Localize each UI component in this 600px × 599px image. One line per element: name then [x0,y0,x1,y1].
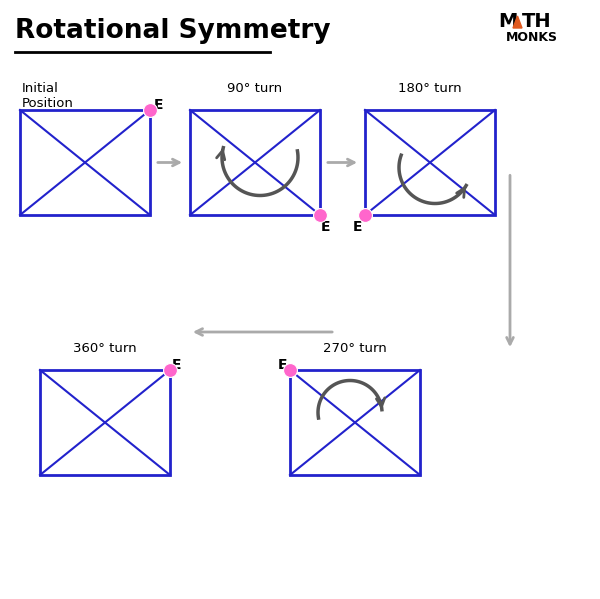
Text: E: E [278,358,287,372]
Text: 270° turn: 270° turn [323,342,387,355]
Text: MONKS: MONKS [506,31,558,44]
Polygon shape [513,16,522,28]
Text: TH: TH [522,12,551,31]
Text: M: M [498,12,517,31]
Text: E: E [172,358,182,372]
Text: 180° turn: 180° turn [398,82,462,95]
Text: E: E [154,98,163,112]
Text: Initial
Position: Initial Position [22,82,74,110]
Text: Rotational Symmetry: Rotational Symmetry [15,18,331,44]
Text: 360° turn: 360° turn [73,342,137,355]
Text: E: E [321,220,331,234]
Text: E: E [353,220,362,234]
Text: 90° turn: 90° turn [227,82,283,95]
